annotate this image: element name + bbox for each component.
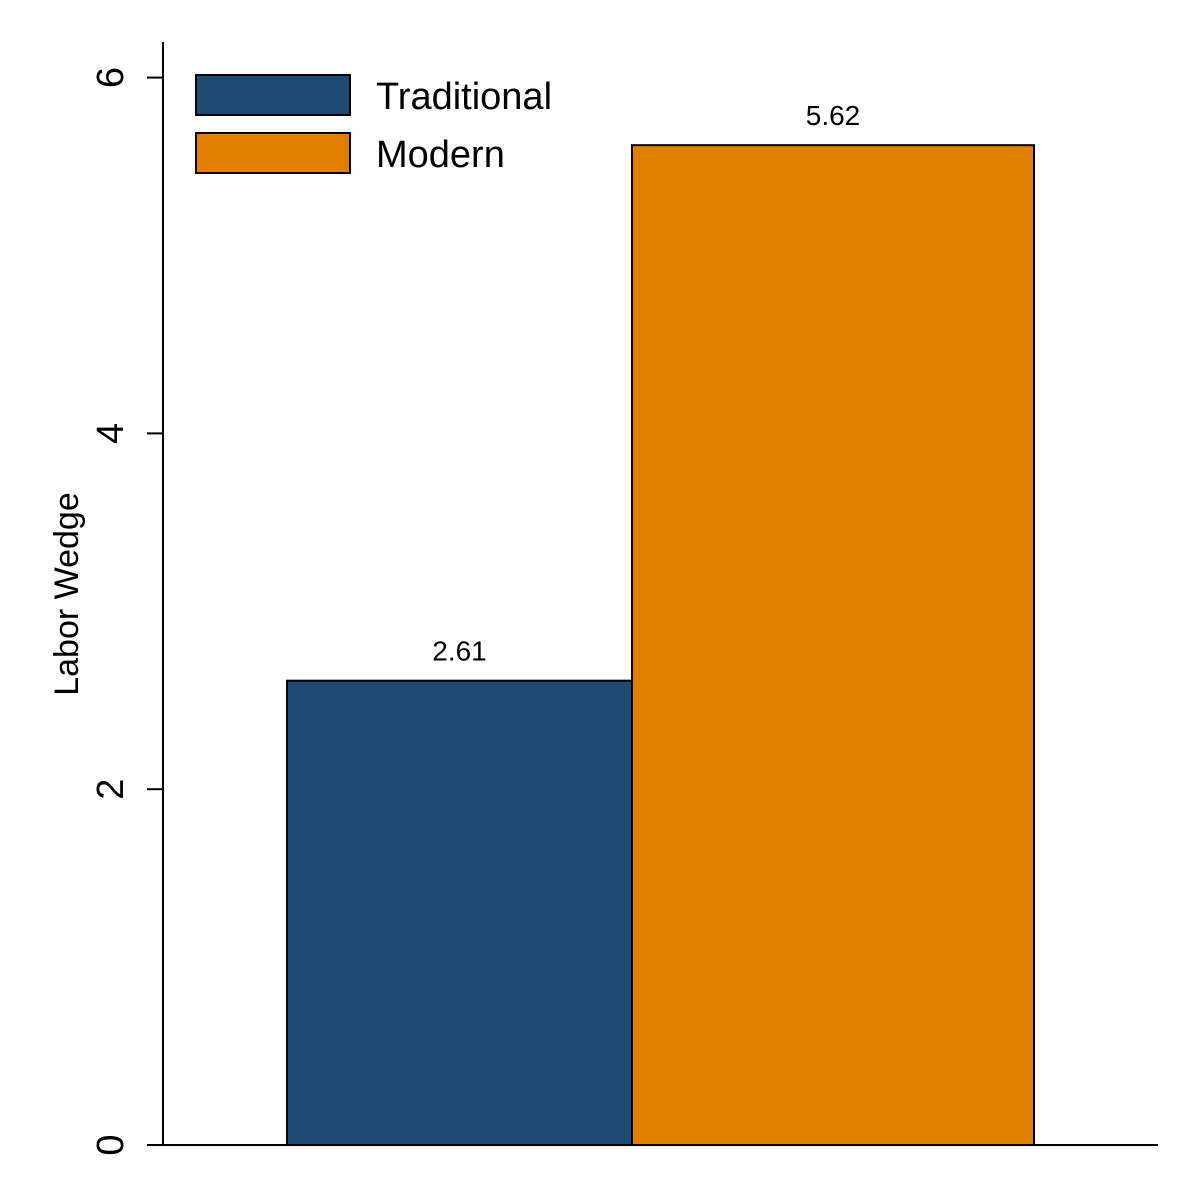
y-tick-label: 6 <box>90 67 132 88</box>
legend-label-traditional: Traditional <box>376 76 552 118</box>
y-ticks: 0 2 4 6 <box>90 67 163 1156</box>
bar-traditional <box>286 679 633 1147</box>
data-label-traditional: 2.61 <box>432 636 487 667</box>
y-tick-label: 2 <box>90 779 132 800</box>
y-tick-label: 4 <box>90 423 132 444</box>
y-axis-label: Labor Wedge <box>48 492 86 696</box>
y-tick-label: 0 <box>90 1134 132 1155</box>
data-labels: 2.61 5.62 <box>432 100 860 666</box>
bar-modern <box>631 144 1035 1146</box>
legend-swatch-traditional <box>195 74 351 116</box>
legend-swatch-modern <box>195 132 351 174</box>
legend: Traditional Modern <box>195 74 552 176</box>
data-label-modern: 5.62 <box>806 100 861 131</box>
bars <box>286 144 1035 1147</box>
legend-label-modern: Modern <box>376 134 505 176</box>
